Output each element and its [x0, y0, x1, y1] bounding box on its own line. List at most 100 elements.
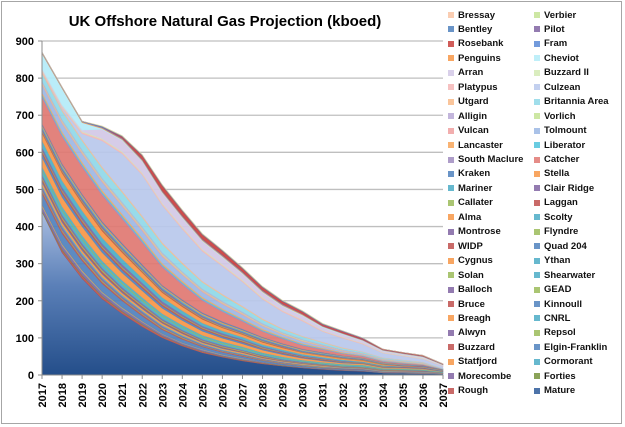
- legend-label: Pilot: [544, 23, 565, 35]
- legend-item: Catcher: [534, 153, 579, 167]
- legend-label: Repsol: [544, 327, 576, 339]
- legend-item: Cygnus: [448, 254, 493, 268]
- legend-item: Culzean: [534, 80, 580, 94]
- legend-item: Verbier: [534, 8, 576, 22]
- legend-swatch: [534, 55, 540, 62]
- legend-label: Verbier: [544, 9, 577, 21]
- legend-item: Bentley: [448, 22, 492, 36]
- legend-item: Statfjord: [448, 355, 497, 369]
- x-tick-label: 2028: [258, 383, 270, 407]
- legend-label: Arran: [458, 67, 484, 79]
- legend-label: South Maclure: [458, 154, 524, 165]
- legend-label: Culzean: [544, 81, 581, 93]
- legend-label: Rosebank: [458, 38, 504, 50]
- legend-swatch: [448, 257, 454, 264]
- legend-item: WIDP: [448, 239, 483, 253]
- legend-label: Mariner: [458, 182, 493, 194]
- legend-swatch: [534, 286, 540, 293]
- legend-label: Kraken: [458, 168, 491, 180]
- legend-label: Alwyn: [458, 327, 486, 339]
- legend-label: Alligin: [458, 110, 488, 122]
- legend-label: Fram: [544, 38, 568, 50]
- x-tick-label: 2025: [197, 383, 209, 407]
- legend-item: CNRL: [534, 311, 570, 325]
- chart-title: UK Offshore Natural Gas Projection (kboe…: [68, 13, 382, 30]
- legend-swatch: [534, 199, 540, 206]
- legend-label: Breagh: [458, 312, 491, 324]
- x-tick-label: 2033: [358, 383, 370, 407]
- legend-label: Bressay: [458, 9, 495, 21]
- legend-swatch: [448, 272, 454, 279]
- legend-label: Alma: [458, 211, 482, 223]
- legend-swatch: [534, 257, 540, 264]
- legend-item: Flyndre: [534, 225, 578, 239]
- legend-swatch: [448, 127, 454, 134]
- y-tick-label: 400: [16, 222, 34, 234]
- legend-item: Ythan: [534, 254, 570, 268]
- legend-label: Catcher: [544, 154, 580, 165]
- legend-label: Shearwater: [544, 269, 596, 281]
- legend-item: Vorlich: [534, 109, 576, 123]
- legend-swatch: [448, 113, 454, 120]
- legend-item: Lancaster: [448, 138, 503, 152]
- legend-swatch: [448, 156, 454, 163]
- y-tick-label: 200: [16, 296, 34, 308]
- legend-label: Cygnus: [458, 255, 493, 267]
- legend-swatch: [534, 228, 540, 235]
- legend-swatch: [534, 40, 540, 47]
- legend-label: Flyndre: [544, 226, 579, 238]
- legend-label: Stella: [544, 168, 570, 180]
- axes: [38, 40, 444, 379]
- legend-swatch: [534, 84, 540, 91]
- legend-label: Lancaster: [458, 139, 503, 151]
- x-tick-label: 2035: [398, 383, 410, 407]
- legend-swatch: [448, 185, 454, 192]
- legend-label: Buzzard II: [544, 67, 589, 79]
- x-tick-label: 2022: [137, 383, 149, 407]
- legend-swatch: [534, 142, 540, 149]
- legend-item: Breagh: [448, 311, 491, 325]
- legend-label: Cormorant: [544, 356, 593, 368]
- x-tick-label: 2020: [97, 383, 109, 407]
- legend-swatch: [448, 84, 454, 91]
- legend-swatch: [448, 344, 454, 351]
- x-tick-label: 2027: [238, 383, 250, 407]
- legend-label: Mature: [544, 385, 576, 397]
- x-tick-label: 2021: [117, 383, 129, 407]
- legend-label: Utgard: [458, 96, 489, 108]
- x-tick-labels: 2017 2018 2019 2020 2021 2022 2023 2024 2025 2026…: [37, 382, 450, 407]
- legend-swatch: [448, 98, 454, 105]
- legend-item: GEAD: [534, 283, 571, 297]
- legend-item: South Maclure: [448, 153, 523, 167]
- y-tick-label: 800: [16, 73, 34, 85]
- legend-label: WIDP: [458, 240, 483, 252]
- legend-swatch: [534, 185, 540, 192]
- legend-swatch: [534, 387, 540, 394]
- legend-swatch: [534, 113, 540, 120]
- legend-item: Shearwater: [534, 268, 595, 282]
- x-tick-label: 2034: [378, 382, 390, 407]
- legend-swatch: [448, 228, 454, 235]
- legend-item: Morecombe: [448, 369, 511, 383]
- legend-label: Quad 204: [544, 240, 587, 252]
- legend-item: Quad 204: [534, 239, 587, 253]
- legend-item: Pilot: [534, 22, 565, 36]
- legend-label: Elgin-Franklin: [544, 341, 608, 353]
- legend-label: Clair Ridge: [544, 182, 595, 194]
- legend-item: Mature: [534, 384, 575, 398]
- legend-label: Cheviot: [544, 52, 579, 64]
- legend-swatch: [448, 286, 454, 293]
- legend-label: Tolmount: [544, 125, 587, 137]
- legend-item: Fram: [534, 37, 567, 51]
- legend-item: Mariner: [448, 181, 492, 195]
- legend-item: Laggan: [534, 196, 578, 210]
- y-tick-label: 500: [16, 184, 34, 196]
- legend-item: Alwyn: [448, 326, 486, 340]
- legend-label: Buzzard: [458, 341, 495, 353]
- legend-item: Balloch: [448, 283, 492, 297]
- legend-item: Scolty: [534, 210, 573, 224]
- legend-item: Rosebank: [448, 37, 503, 51]
- legend-swatch: [448, 243, 454, 250]
- legend-item: Penguins: [448, 51, 501, 65]
